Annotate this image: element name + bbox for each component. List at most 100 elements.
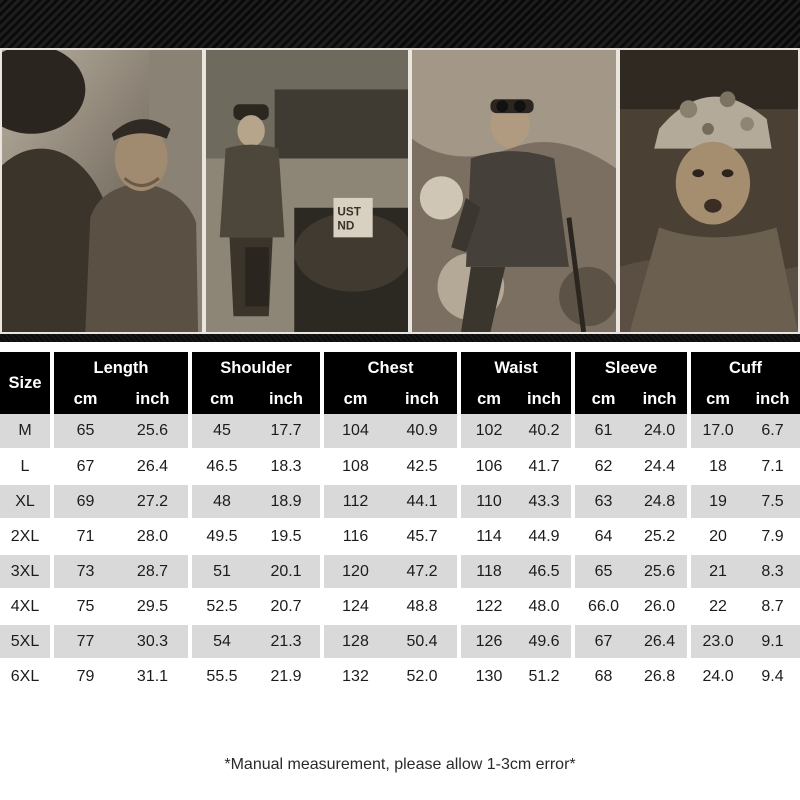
header-cuff: Cuff (687, 352, 800, 385)
measurement-cell: 25.6 (117, 414, 190, 450)
measurement-cell: 8.7 (745, 589, 800, 625)
unit-header: inch (745, 385, 800, 414)
measurement-cell: 25.6 (632, 554, 690, 590)
measurement-cell: 7.1 (745, 449, 800, 485)
measurement-cell: 130 (457, 659, 518, 695)
measurement-cell: 44.1 (387, 484, 460, 520)
measurement-cell: 21.9 (252, 659, 323, 695)
measurement-cell: 50.4 (387, 624, 460, 660)
measurement-cell: 46.5 (188, 449, 252, 485)
size-label-cell: 4XL (0, 589, 52, 625)
measurement-cell: 21.3 (252, 624, 323, 660)
measurement-cell: 20 (687, 519, 746, 555)
size-label-cell: XL (0, 484, 52, 520)
measurement-cell: 26.4 (632, 624, 690, 660)
size-label-cell: M (0, 414, 52, 450)
photo-sign-line-2: ND (337, 219, 354, 232)
photo-soldier-side-cap (0, 48, 204, 334)
measurement-cell: 18.9 (252, 484, 323, 520)
measurement-cell: 126 (457, 624, 518, 660)
measurement-cell: 67 (50, 449, 117, 485)
table-row: 4XL 75 29.5 52.5 20.7 124 48.8 122 48.0 66.0 26.0 2… (0, 589, 800, 625)
measurement-cell: 17.7 (252, 414, 323, 450)
measurement-cell: 52.5 (188, 589, 252, 625)
header-chest: Chest (320, 352, 460, 385)
measurement-cell: 118 (457, 554, 518, 590)
unit-header: cm (50, 385, 117, 414)
measurement-cell: 132 (320, 659, 388, 695)
measurement-cell: 48 (188, 484, 252, 520)
measurement-cell: 69 (50, 484, 117, 520)
measurement-cell: 41.7 (517, 449, 574, 485)
unit-header: inch (632, 385, 690, 414)
measurement-cell: 75 (50, 589, 117, 625)
measurement-cell: 62 (571, 449, 633, 485)
photo-soldier-helmet (618, 48, 800, 334)
measurement-cell: 48.0 (517, 589, 574, 625)
measurement-cell: 26.0 (632, 589, 690, 625)
header-shoulder: Shoulder (187, 352, 323, 385)
size-label-cell: 5XL (0, 624, 52, 660)
table-row: 6XL 79 31.1 55.5 21.9 132 52.0 130 51.2 68 26.8 24.… (0, 659, 800, 695)
measurement-cell: 79 (50, 659, 117, 695)
unit-header: cm (571, 385, 633, 414)
measurement-cell: 51.2 (517, 659, 574, 695)
photo-banner: UST ND (0, 0, 800, 342)
measurement-cell: 28.7 (117, 554, 190, 590)
photo-soldier-goggles (410, 48, 618, 334)
measurement-cell: 116 (320, 519, 388, 555)
measurement-cell: 27.2 (117, 484, 190, 520)
unit-header: cm (188, 385, 252, 414)
measurement-cell: 9.1 (745, 624, 800, 660)
measurement-footnote: *Manual measurement, please allow 1-3cm … (224, 756, 576, 773)
measurement-cell: 24.4 (632, 449, 690, 485)
measurement-cell: 23.0 (687, 624, 746, 660)
measurement-cell: 120 (320, 554, 388, 590)
measurement-cell: 19 (687, 484, 746, 520)
measurement-cell: 40.2 (517, 414, 574, 450)
measurement-cell: 52.0 (387, 659, 460, 695)
measurement-cell: 18 (687, 449, 746, 485)
measurement-cell: 112 (320, 484, 388, 520)
measurement-cell: 47.2 (387, 554, 460, 590)
unit-header: inch (252, 385, 323, 414)
measurement-cell: 43.3 (517, 484, 574, 520)
measurement-cell: 77 (50, 624, 117, 660)
measurement-cell: 24.0 (687, 659, 746, 695)
photo-standing-soldier: UST ND (204, 48, 410, 334)
table-header-row: Size Length Shoulder Chest Waist Sleeve … (0, 352, 800, 414)
measurement-cell: 65 (50, 414, 117, 450)
measurement-cell: 45 (188, 414, 252, 450)
unit-header: inch (117, 385, 190, 414)
table-body: M 65 25.6 45 17.7 104 40.9 102 40.2 61 24.0 17.0 6.7… (0, 414, 800, 695)
measurement-cell: 29.5 (117, 589, 190, 625)
measurement-cell: 28.0 (117, 519, 190, 555)
table-row: 2XL 71 28.0 49.5 19.5 116 45.7 114 44.9 64 25.2 20 7… (0, 519, 800, 555)
measurement-cell: 30.3 (117, 624, 190, 660)
measurement-cell: 63 (571, 484, 633, 520)
measurement-cell: 128 (320, 624, 388, 660)
size-label-cell: L (0, 449, 52, 485)
header-length: Length (50, 352, 190, 385)
measurement-cell: 73 (50, 554, 117, 590)
measurement-cell: 26.8 (632, 659, 690, 695)
measurement-cell: 46.5 (517, 554, 574, 590)
measurement-cell: 44.9 (517, 519, 574, 555)
measurement-cell: 19.5 (252, 519, 323, 555)
table-row: 3XL 73 28.7 51 20.1 120 47.2 118 46.5 65 25.6 21 8.3 (0, 554, 800, 590)
table-row: 5XL 77 30.3 54 21.3 128 50.4 126 49.6 67 26.4 23.0 9… (0, 624, 800, 660)
unit-header: cm (457, 385, 518, 414)
measurement-cell: 49.6 (517, 624, 574, 660)
photo-sign-line-1: UST (337, 206, 361, 219)
measurement-cell: 24.0 (632, 414, 690, 450)
measurement-cell: 110 (457, 484, 518, 520)
size-chart-table: Size Length Shoulder Chest Waist Sleeve … (0, 352, 800, 695)
measurement-cell: 40.9 (387, 414, 460, 450)
banner-texture (0, 0, 800, 48)
table-row: XL 69 27.2 48 18.9 112 44.1 110 43.3 63 24.8 19 7.5 (0, 484, 800, 520)
measurement-cell: 106 (457, 449, 518, 485)
measurement-cell: 108 (320, 449, 388, 485)
measurement-cell: 45.7 (387, 519, 460, 555)
measurement-cell: 18.3 (252, 449, 323, 485)
